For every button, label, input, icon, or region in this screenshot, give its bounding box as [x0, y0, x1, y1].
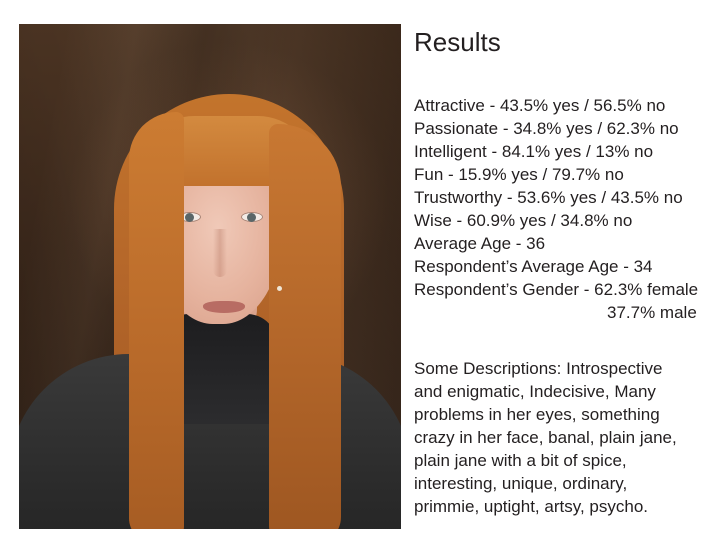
- photo-mouth: [203, 301, 245, 313]
- description-line: Some Descriptions: Introspective: [414, 359, 663, 378]
- description-line: interesting, unique, ordinary,: [414, 474, 628, 493]
- description-line: and enigmatic, Indecisive, Many: [414, 382, 656, 401]
- result-intelligent: Intelligent - 84.1% yes / 13% no: [414, 142, 654, 161]
- result-respondent-gender-male: 37.7% male: [607, 303, 697, 322]
- description-line: primmie, uptight, artsy, psycho.: [414, 497, 648, 516]
- photo-left-eye: [179, 212, 201, 222]
- description-line: crazy in her face, banal, plain jane,: [414, 428, 677, 447]
- results-list: Attractive - 43.5% yes / 56.5% no Passio…: [414, 94, 698, 324]
- result-trustworthy: Trustworthy - 53.6% yes / 43.5% no: [414, 188, 683, 207]
- result-respondent-average-age: Respondent’s Average Age - 34: [414, 257, 653, 276]
- photo-earring: [277, 286, 282, 291]
- photo-nose: [213, 229, 227, 277]
- portrait-photo: [19, 24, 401, 529]
- result-attractive: Attractive - 43.5% yes / 56.5% no: [414, 96, 666, 115]
- photo-hair-right: [269, 124, 341, 529]
- result-wise: Wise - 60.9% yes / 34.8% no: [414, 211, 633, 230]
- description-line: plain jane with a bit of spice,: [414, 451, 627, 470]
- result-average-age: Average Age - 36: [414, 234, 546, 253]
- photo-right-eye: [241, 212, 263, 222]
- result-respondent-gender: Respondent’s Gender - 62.3% female: [414, 280, 699, 299]
- result-fun: Fun - 15.9% yes / 79.7% no: [414, 165, 624, 184]
- page-title: Results: [414, 27, 501, 57]
- photo-hair-left: [129, 112, 184, 529]
- description-line: problems in her eyes, something: [414, 405, 660, 424]
- descriptions-paragraph: Some Descriptions: Introspective and eni…: [414, 357, 714, 518]
- result-passionate: Passionate - 34.8% yes / 62.3% no: [414, 119, 679, 138]
